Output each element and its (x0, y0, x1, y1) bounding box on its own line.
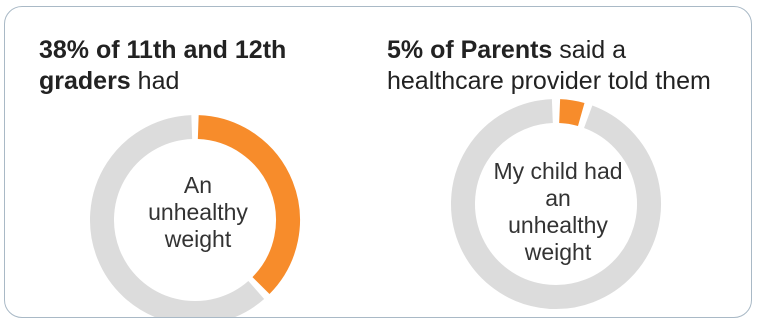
chart-title-parents-bold: 5% of Parents (387, 36, 553, 64)
donut-chart-parents (451, 99, 661, 309)
chart-title-graders-bold: 38% of 11th and 12th graders (39, 36, 287, 95)
chart-title-graders-rest: had (130, 67, 180, 95)
donut-center-label-graders: An unhealthy weight (148, 172, 248, 252)
donut-slice-remainder (90, 115, 265, 317)
donut-chart-graders (90, 115, 300, 317)
chart-title-graders: 38% of 11th and 12th graders had (39, 35, 339, 97)
donut-center-label-parents: My child had an unhealthy weight (493, 158, 623, 265)
infographic-card: 38% of 11th and 12th graders had 5% of P… (4, 6, 752, 318)
donut-slice-told-unhealthy (558, 99, 585, 127)
donut-charts (90, 99, 661, 317)
chart-title-parents: 5% of Parents said a healthcare provider… (387, 35, 727, 97)
donut-slice-unhealthy-weight (197, 115, 300, 294)
donut-slice-remainder (451, 99, 661, 309)
chart-title-parents-rest: said a healthcare provider told them (387, 36, 711, 95)
